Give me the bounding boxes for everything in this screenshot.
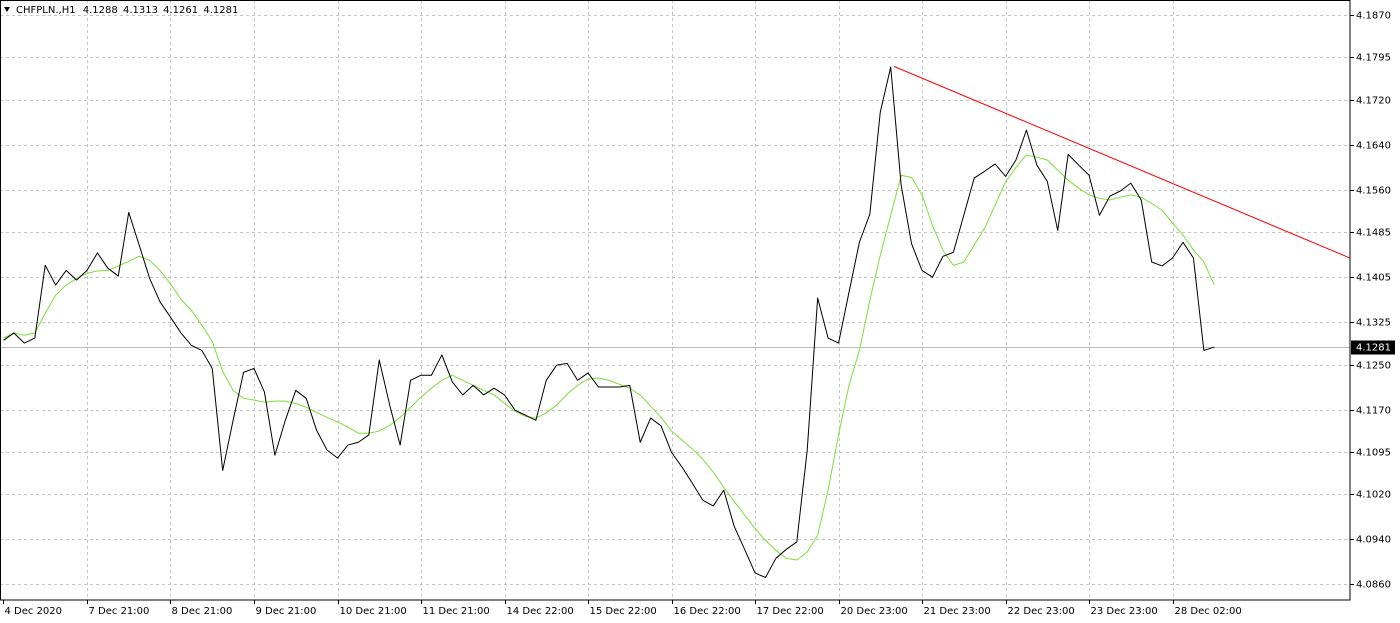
x-tick-label: 7 Dec 21:00 bbox=[89, 606, 150, 617]
trendline bbox=[894, 66, 1351, 259]
y-tick-label: 4.0940 bbox=[1356, 535, 1391, 546]
x-tick-label: 9 Dec 21:00 bbox=[256, 606, 317, 617]
price-line bbox=[3, 66, 1215, 578]
y-tick-label: 4.1405 bbox=[1356, 273, 1391, 284]
x-tick-label: 23 Dec 23:00 bbox=[1091, 606, 1158, 617]
y-tick-label: 4.1095 bbox=[1356, 448, 1391, 459]
y-tick-label: 4.0860 bbox=[1356, 580, 1391, 591]
symbol: CHFPLN.,H1 bbox=[16, 5, 76, 16]
y-tick-label: 4.1560 bbox=[1356, 186, 1391, 197]
grid bbox=[0, 0, 1350, 600]
x-tick-label: 15 Dec 22:00 bbox=[590, 606, 657, 617]
header: CHFPLN.,H1 4.1288 4.1313 4.1261 4.1281 bbox=[16, 5, 238, 16]
current-price-label: 4.1281 bbox=[1356, 343, 1391, 354]
x-tick-label: 16 Dec 22:00 bbox=[674, 606, 741, 617]
y-tick-label: 4.1485 bbox=[1356, 228, 1391, 239]
x-tick-label: 21 Dec 23:00 bbox=[924, 606, 991, 617]
x-tick-label: 14 Dec 22:00 bbox=[507, 606, 574, 617]
x-tick-label: 4 Dec 2020 bbox=[5, 606, 63, 617]
y-tick-label: 4.1870 bbox=[1356, 11, 1391, 22]
moving-average-line bbox=[3, 154, 1215, 561]
plot-frame bbox=[0, 0, 1351, 601]
current-price-box bbox=[1351, 340, 1395, 355]
y-tick-label: 4.1640 bbox=[1356, 141, 1391, 152]
low-price: 4.1261 bbox=[163, 5, 198, 16]
x-tick-label: 22 Dec 23:00 bbox=[1008, 606, 1075, 617]
collapse-icon[interactable] bbox=[4, 7, 10, 12]
y-tick-label: 4.1020 bbox=[1356, 490, 1391, 501]
x-tick-label: 28 Dec 02:00 bbox=[1175, 606, 1242, 617]
x-tick-label: 8 Dec 21:00 bbox=[172, 606, 233, 617]
y-tick-label: 4.1250 bbox=[1356, 361, 1391, 372]
close-price: 4.1281 bbox=[203, 5, 238, 16]
plot bbox=[0, 66, 1351, 578]
x-tick-label: 20 Dec 23:00 bbox=[841, 606, 908, 617]
y-tick-label: 4.1325 bbox=[1356, 318, 1391, 329]
open-price: 4.1288 bbox=[83, 5, 118, 16]
y-tick-label: 4.1170 bbox=[1356, 406, 1391, 417]
x-tick-label: 17 Dec 22:00 bbox=[757, 606, 824, 617]
high-price: 4.1313 bbox=[123, 5, 158, 16]
axes: 4.1870 4.1795 4.1720 4.1640 4.1560 4.1485 4.14… bbox=[3, 11, 1395, 617]
x-tick-label: 10 Dec 21:00 bbox=[340, 606, 407, 617]
x-tick-label: 11 Dec 21:00 bbox=[423, 606, 490, 617]
y-tick-label: 4.1795 bbox=[1356, 53, 1391, 64]
y-tick-label: 4.1720 bbox=[1356, 96, 1391, 107]
